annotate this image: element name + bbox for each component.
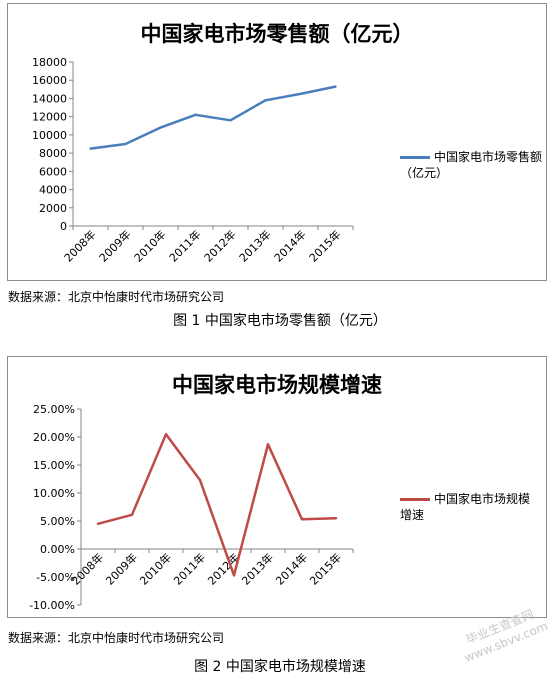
chart1-y-tick-label: 8000: [39, 147, 67, 160]
chart2-data-point: [300, 518, 304, 521]
chart2-data-point: [96, 522, 100, 525]
chart1-data-point: [229, 119, 232, 122]
chart1-y-tick-label: 4000: [39, 184, 67, 197]
chart2-data-point: [232, 574, 236, 577]
chart2-data-point: [198, 478, 202, 482]
chart1-data-point: [89, 147, 92, 150]
chart2-y-tick-label: 0.00%: [40, 543, 75, 556]
chart1-caption: 图 1 中国家电市场零售额（亿元）: [173, 313, 387, 329]
chart1-y-tick-label: 6000: [39, 165, 67, 178]
chart2-source: 数据来源：北京中怡康时代市场研究公司: [8, 631, 225, 645]
chart1-legend-label: 中国家电市场零售额（亿元）: [400, 150, 543, 180]
chart2-x-tick-label: 2014年: [273, 550, 310, 587]
chart1-x-tick-label: 2011年: [166, 227, 203, 264]
chart1-x-tick-label: 2013年: [236, 227, 273, 264]
chart2-y-tick-label: 10.00%: [33, 487, 75, 500]
chart2-y-tick-label: 25.00%: [33, 403, 75, 416]
chart2-caption: 图 2 中国家电市场规模增速: [194, 659, 366, 675]
chart1-y-tick-label: 14000: [32, 92, 67, 105]
chart1-title: 中国家电市场零售额（亿元）: [140, 21, 414, 46]
chart1-data-point: [334, 85, 337, 88]
chart1-x-tick-label: 2015年: [306, 227, 343, 264]
chart2-plot: -10.00% -5.00% 0.00% 5.00% 10.00% 15.00% 20.00…: [29, 403, 354, 612]
chart2-x-tick-label: 2011年: [171, 550, 208, 587]
chart1-y-tick-label: 10000: [32, 129, 67, 142]
chart2-y-tick-label: -10.00%: [29, 599, 75, 612]
chart2-data-point: [164, 433, 168, 436]
chart1-legend: 中国家电市场零售额（亿元）: [400, 149, 550, 181]
chart1-data-point: [194, 113, 197, 117]
chart2-legend: 中国家电市场规模增速: [400, 491, 540, 523]
chart2-title: 中国家电市场规模增速: [172, 372, 382, 397]
chart1-y-tick-label: 2000: [39, 202, 67, 215]
chart1-x-tick-label: 2012年: [201, 227, 238, 264]
chart1-x-tick-label: 2009年: [96, 227, 133, 264]
chart2-x-tick-label: 2010年: [137, 550, 174, 587]
chart1-series-line: [90, 85, 336, 150]
chart2-legend-label: 中国家电市场规模增速: [400, 492, 531, 522]
chart1-data-point: [159, 126, 162, 129]
chart1-data-point: [264, 99, 267, 102]
chart2-y-tick-label: 20.00%: [33, 431, 75, 444]
chart2-x-tick-label: 2015年: [307, 550, 344, 587]
chart1-y-tick-label: 16000: [32, 74, 67, 87]
chart2-y-tick-label: 15.00%: [33, 459, 75, 472]
chart1-y-tick-label: 0: [60, 220, 67, 233]
chart1-x-tick-label: 2010年: [131, 227, 168, 264]
growth-rate-chart: 中国家电市场规模增速 -10.00% -5.00% 0.00% 5.00% 10.00%…: [7, 356, 547, 618]
chart2-series-line: [97, 432, 337, 577]
chart1-x-tick-label: 2014年: [271, 227, 308, 264]
chart1-legend-swatch: [400, 156, 430, 159]
chart1-source: 数据来源：北京中怡康时代市场研究公司: [8, 290, 225, 304]
chart2-data-point: [266, 443, 270, 446]
chart1-plot: 0 2000 4000 6000 8000 10000 12000 14000 16000 180…: [32, 56, 354, 265]
chart2-y-tick-label: 5.00%: [40, 515, 75, 528]
chart1-data-point: [299, 92, 302, 96]
chart2-x-tick-label: 2013年: [239, 550, 276, 587]
chart2-legend-swatch: [400, 498, 430, 501]
chart2-data-point: [334, 517, 338, 520]
chart2-x-tick-label: 2009年: [103, 550, 140, 587]
chart1-y-tick-label: 18000: [32, 56, 67, 69]
chart1-y-tick-label: 12000: [32, 111, 67, 124]
chart2-y-tick-label: -5.00%: [36, 571, 75, 584]
chart2-data-point: [130, 513, 134, 517]
chart1-data-point: [124, 142, 127, 146]
retail-sales-chart: 中国家电市场零售额（亿元） 0 2000 4000 6000 8000 10000 1200…: [7, 3, 547, 281]
